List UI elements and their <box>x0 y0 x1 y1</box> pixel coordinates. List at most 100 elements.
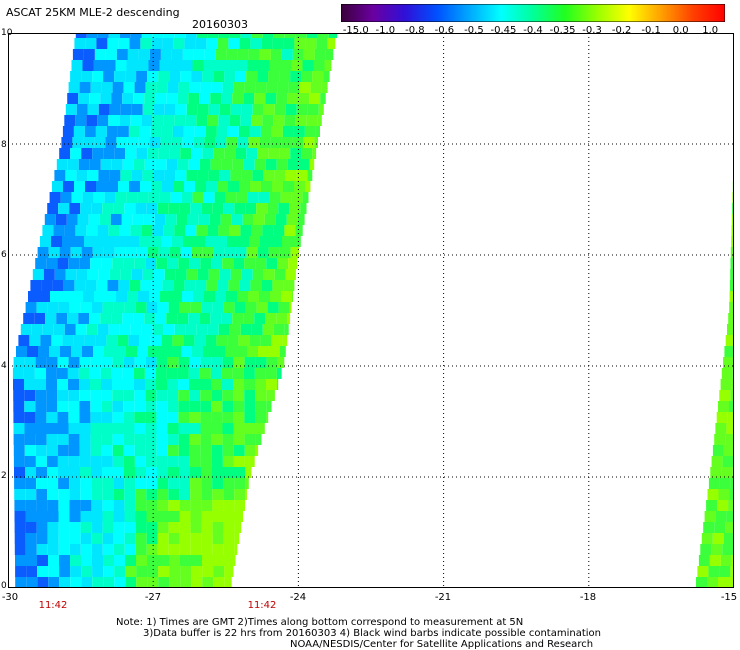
data-cell <box>723 357 734 368</box>
data-cell <box>725 522 734 533</box>
data-cell <box>115 60 127 71</box>
data-cell <box>104 60 116 71</box>
data-cell <box>236 60 248 71</box>
data-cell <box>238 126 250 137</box>
data-cell <box>296 104 308 115</box>
data-cell <box>97 33 109 38</box>
data-cell <box>75 225 87 236</box>
data-cell <box>270 49 282 60</box>
data-cell <box>196 115 208 126</box>
data-cell <box>46 412 58 423</box>
data-cell <box>730 247 734 258</box>
data-cell <box>168 489 180 500</box>
data-cell <box>58 500 70 511</box>
data-cell <box>70 566 82 577</box>
data-cell <box>255 445 259 456</box>
data-cell <box>56 368 68 379</box>
data-cell <box>270 137 282 148</box>
data-cell <box>146 302 158 313</box>
data-cell <box>55 214 67 225</box>
data-cell <box>68 434 80 445</box>
data-cell <box>70 555 81 566</box>
data-cell <box>153 104 165 115</box>
data-cell <box>217 38 229 49</box>
data-cell <box>268 71 280 82</box>
data-cell <box>215 137 227 148</box>
y-tick-label: 0 <box>1 581 7 591</box>
data-cell <box>168 511 180 522</box>
data-cell <box>163 115 175 126</box>
data-cell <box>186 170 198 181</box>
data-cell <box>134 401 146 412</box>
data-cell <box>200 357 212 368</box>
data-cell <box>115 346 126 357</box>
data-cell <box>196 33 208 38</box>
data-cell <box>42 324 54 335</box>
data-cell <box>157 203 169 214</box>
data-cell <box>124 544 136 555</box>
data-cell <box>81 566 93 577</box>
data-cell <box>76 170 88 181</box>
data-cell <box>189 390 201 401</box>
data-cell <box>168 203 180 214</box>
data-cell <box>25 489 37 500</box>
data-cell <box>242 214 254 225</box>
data-cell <box>90 456 102 467</box>
x-tick-label: -30 <box>1 592 19 603</box>
data-cell <box>268 247 280 258</box>
data-cell <box>197 170 209 181</box>
data-cell <box>301 148 313 159</box>
data-cell <box>224 247 236 258</box>
data-cell <box>249 126 261 137</box>
data-cell <box>161 335 173 346</box>
data-cell <box>71 192 83 203</box>
data-cell <box>69 500 81 511</box>
data-cell <box>212 302 224 313</box>
data-cell <box>58 203 70 214</box>
data-cell <box>175 269 187 280</box>
data-cell <box>295 33 307 38</box>
data-cell <box>145 401 157 412</box>
data-cell <box>190 203 202 214</box>
data-cell <box>189 445 201 456</box>
data-cell <box>36 522 48 533</box>
data-cell <box>240 33 252 38</box>
data-cell <box>251 115 263 126</box>
data-cell <box>282 126 294 137</box>
data-cell <box>173 280 185 291</box>
data-cell <box>258 192 270 203</box>
data-cell <box>264 214 276 225</box>
data-cell <box>283 280 295 291</box>
data-cell <box>46 423 58 434</box>
data-cell <box>84 236 95 247</box>
data-cell <box>104 346 115 357</box>
data-cell <box>102 302 114 313</box>
data-cell <box>156 412 168 423</box>
data-cell <box>167 258 179 269</box>
data-cell <box>124 533 136 544</box>
data-cell <box>303 49 315 60</box>
data-cell <box>248 49 260 60</box>
data-cell <box>35 445 47 456</box>
data-cell <box>65 104 77 115</box>
data-cell <box>134 357 146 368</box>
data-cell <box>189 456 201 467</box>
data-cell <box>58 302 70 313</box>
data-cell <box>102 533 114 544</box>
data-cell <box>47 489 59 500</box>
data-cell <box>247 346 258 357</box>
data-cell <box>719 478 731 489</box>
data-cell <box>112 434 124 445</box>
data-cell <box>98 269 110 280</box>
data-cell <box>24 401 36 412</box>
data-cell <box>292 137 304 148</box>
data-cell <box>213 577 225 588</box>
data-cell <box>260 335 272 346</box>
colorbar-tick-label: -0.1 <box>641 25 661 36</box>
swath-2 <box>696 148 734 588</box>
data-cell <box>48 566 60 577</box>
data-cell <box>721 368 733 379</box>
data-cell <box>134 258 146 269</box>
data-cell <box>53 324 65 335</box>
colorbar-tick-label: -1.0 <box>375 25 396 36</box>
